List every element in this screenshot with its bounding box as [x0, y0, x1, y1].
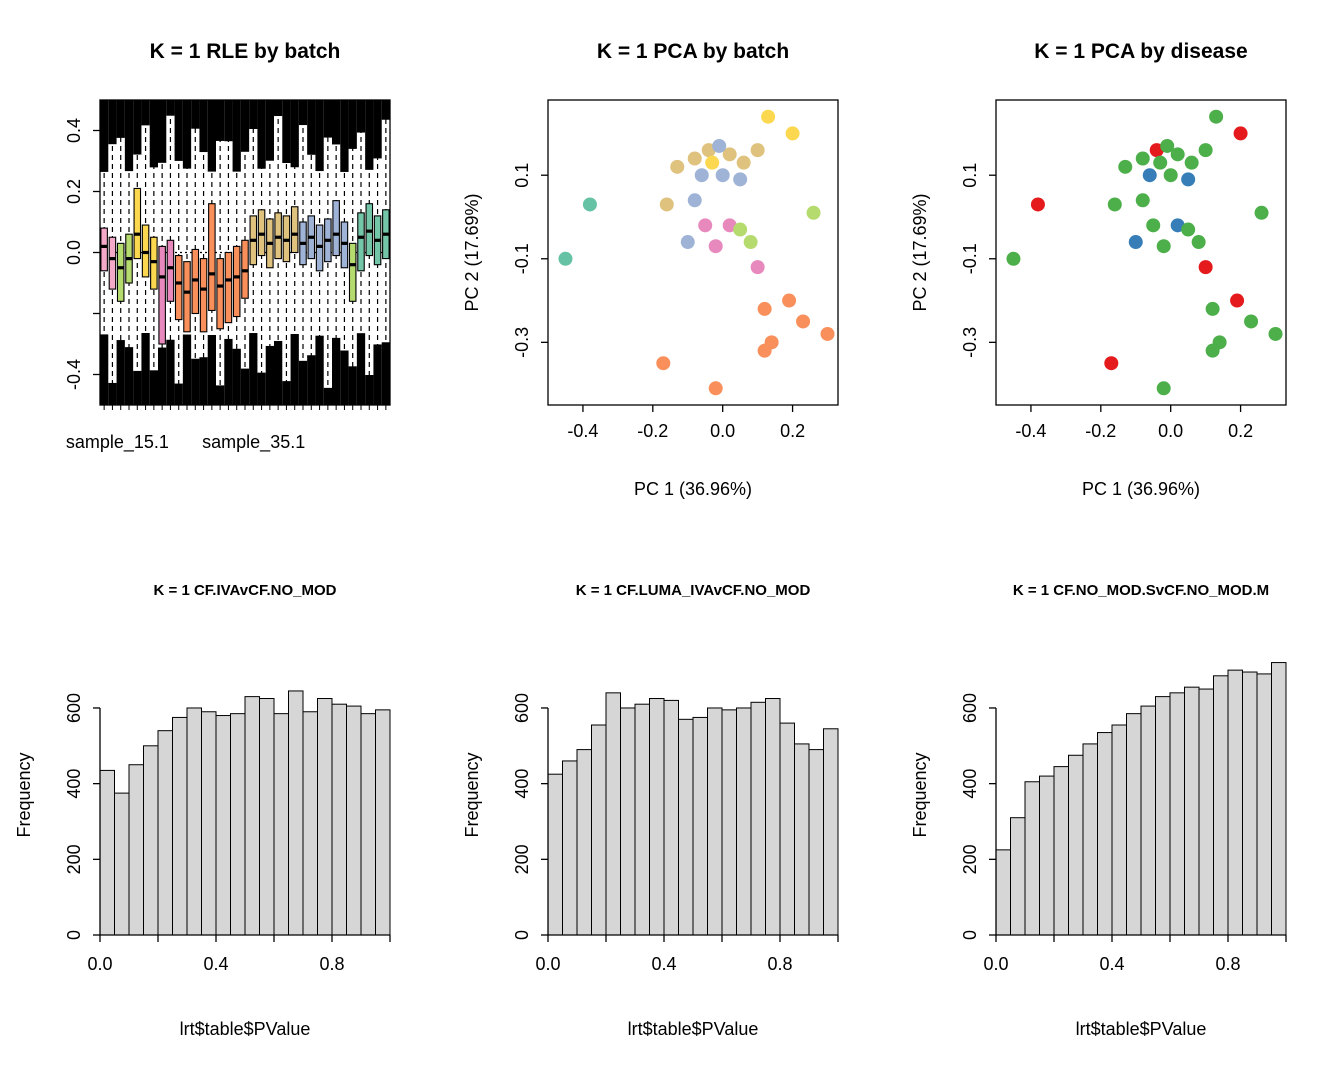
svg-text:0.4: 0.4	[651, 954, 676, 974]
svg-text:0.0: 0.0	[535, 954, 560, 974]
svg-text:lrt$table$PValue: lrt$table$PValue	[628, 1019, 759, 1039]
svg-text:PC 1 (36.96%): PC 1 (36.96%)	[634, 479, 752, 499]
svg-text:0.1: 0.1	[512, 163, 532, 188]
svg-text:0.2: 0.2	[64, 179, 84, 204]
svg-text:200: 200	[960, 844, 980, 874]
svg-text:K = 1 PCA by disease: K = 1 PCA by disease	[1034, 40, 1247, 63]
svg-text:600: 600	[960, 693, 980, 723]
svg-text:400: 400	[960, 769, 980, 799]
svg-text:600: 600	[64, 693, 84, 723]
pca-disease-scatter: K = 1 PCA by disease -0.4 -0.2 0.0 0.2 0.1 -0.…	[910, 40, 1287, 499]
svg-text:PC 2 (17.69%): PC 2 (17.69%)	[910, 193, 930, 311]
svg-text:K = 1 PCA by batch: K = 1 PCA by batch	[597, 40, 789, 63]
svg-text:sample_15.1: sample_15.1	[66, 432, 169, 453]
svg-text:0: 0	[64, 930, 84, 940]
svg-text:-0.4: -0.4	[567, 421, 598, 441]
svg-text:0.8: 0.8	[1215, 954, 1240, 974]
svg-text:PC 2 (17.69%): PC 2 (17.69%)	[462, 193, 482, 311]
svg-text:-0.3: -0.3	[960, 327, 980, 358]
svg-text:0.4: 0.4	[64, 118, 84, 143]
svg-text:0.0: 0.0	[710, 421, 735, 441]
pvalue-histogram-iva-chart: K = 1 CF.IVAvCF.NO_MOD K = 1 CF.IVAvCF.N…	[0, 537, 448, 1075]
svg-text:0.4: 0.4	[1099, 954, 1124, 974]
pvalue-histogram-luma-chart: K = 1 CF.LUMA_IVAvCF.NO_MOD K = 1 CF.LUM…	[448, 537, 896, 1075]
svg-text:lrt$table$PValue: lrt$table$PValue	[180, 1019, 311, 1039]
svg-text:-0.1: -0.1	[960, 243, 980, 274]
pca-batch-scatter: K = 1 PCA by batch -0.4 -0.2 0.0 0.2 0.1 -0.1 -…	[462, 40, 839, 499]
svg-text:K = 1 CF.IVAvCF.NO_MOD: K = 1 CF.IVAvCF.NO_MOD	[154, 582, 337, 599]
svg-text:200: 200	[64, 844, 84, 874]
svg-text:Frequency: Frequency	[910, 752, 930, 837]
svg-text:0.0: 0.0	[1158, 421, 1183, 441]
svg-text:-0.4: -0.4	[64, 359, 84, 390]
svg-text:0.0: 0.0	[983, 954, 1008, 974]
svg-text:0.2: 0.2	[780, 421, 805, 441]
svg-text:K = 1 CF.LUMA_IVAvCF.NO_MOD: K = 1 CF.LUMA_IVAvCF.NO_MOD	[576, 582, 811, 599]
svg-text:Frequency: Frequency	[14, 752, 34, 837]
svg-text:lrt$table$PValue: lrt$table$PValue	[1076, 1019, 1207, 1039]
svg-text:sample_35.1: sample_35.1	[202, 432, 305, 453]
svg-text:400: 400	[64, 769, 84, 799]
svg-text:-0.4: -0.4	[1015, 421, 1046, 441]
svg-text:600: 600	[512, 693, 532, 723]
pca-by-disease-chart: K = 1 PCA by disease K = 1 PCA by diseas…	[896, 0, 1344, 537]
svg-text:K = 1 CF.NO_MOD.SvCF.NO_MOD.M: K = 1 CF.NO_MOD.SvCF.NO_MOD.M	[1013, 582, 1269, 599]
svg-text:0.2: 0.2	[1228, 421, 1253, 441]
svg-text:0: 0	[512, 930, 532, 940]
svg-text:-0.2: -0.2	[637, 421, 668, 441]
svg-text:0.0: 0.0	[87, 954, 112, 974]
pvalue-histogram-iva: K = 1 CF.IVAvCF.NO_MOD 0 200 400 600 0.0 0.4 0.…	[14, 582, 391, 1039]
pca-by-batch-chart: K = 1 PCA by batch K = 1 PCA by batch -0.…	[448, 0, 896, 537]
svg-text:0.8: 0.8	[319, 954, 344, 974]
svg-text:0.0: 0.0	[64, 240, 84, 265]
svg-text:400: 400	[512, 769, 532, 799]
svg-text:0: 0	[960, 930, 980, 940]
svg-text:-0.1: -0.1	[512, 243, 532, 274]
svg-text:Frequency: Frequency	[462, 752, 482, 837]
svg-text:0.4: 0.4	[203, 954, 228, 974]
pvalue-histogram-luma: K = 1 CF.LUMA_IVAvCF.NO_MOD 0 200 400 600 0.0…	[462, 582, 839, 1039]
rle-boxplot: K = 1 RLE by batch 0.4 0.2 0.0 -0.4 sample_15…	[64, 40, 391, 453]
svg-text:0.8: 0.8	[767, 954, 792, 974]
svg-text:K = 1 RLE by batch: K = 1 RLE by batch	[150, 40, 341, 63]
svg-text:PC 1 (36.96%): PC 1 (36.96%)	[1082, 479, 1200, 499]
svg-text:200: 200	[512, 844, 532, 874]
svg-text:-0.2: -0.2	[1085, 421, 1116, 441]
svg-text:-0.3: -0.3	[512, 327, 532, 358]
pvalue-histogram-nomod-chart: K = 1 CF.NO_MOD.SvCF.NO_MOD.M K = 1 CF.N…	[896, 537, 1344, 1075]
pvalue-histogram-nomod: K = 1 CF.NO_MOD.SvCF.NO_MOD.M 0 200 400 600 0…	[910, 582, 1287, 1039]
svg-text:0.1: 0.1	[960, 163, 980, 188]
rle-by-batch-chart: K = 1 RLE by batch K = 1 RLE by batch 0.4…	[0, 0, 448, 537]
